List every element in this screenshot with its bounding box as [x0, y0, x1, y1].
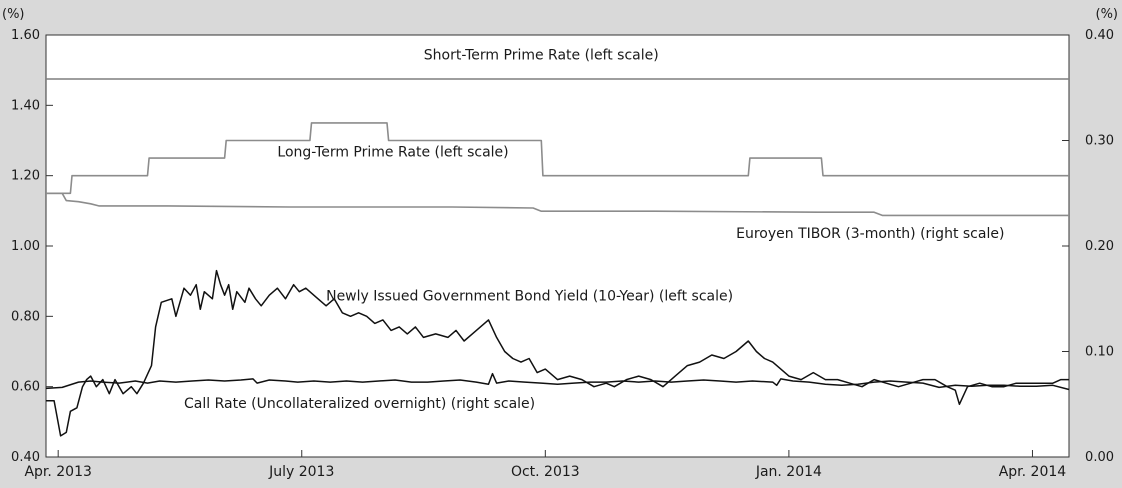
left-tick-label: 1.00 [11, 239, 40, 254]
left-tick-label: 1.60 [11, 28, 40, 43]
x-tick-label: Oct. 2013 [511, 464, 580, 480]
plot-area [45, 34, 1070, 458]
right-tick-label: 0.00 [1085, 450, 1114, 465]
x-axis: Apr. 2013 July 2013 Oct. 2013 Jan. 2014 Apr.… [24, 450, 1066, 480]
left-tick-label: 1.40 [11, 98, 40, 113]
series-layer [45, 78, 1070, 437]
right-tick-label: 0.20 [1085, 239, 1114, 254]
series-annotation-3: Newly Issued Government Bond Yield (10-Y… [326, 289, 733, 305]
series-annotation-1: Long-Term Prime Rate (left scale) [277, 144, 508, 160]
right-tick-label: 0.30 [1085, 134, 1114, 149]
series-annotation-0: Short-Term Prime Rate (left scale) [424, 48, 659, 64]
annotation-layer: Short-Term Prime Rate (left scale) Long-T… [184, 48, 1004, 412]
left-tick-label: 0.40 [11, 450, 40, 465]
right-axis-unit: (%) [1096, 7, 1119, 22]
x-tick-label: Apr. 2013 [24, 464, 91, 480]
series-annotation-4: Call Rate (Uncollateralized overnight) (… [184, 396, 535, 412]
right-tick-label: 0.40 [1085, 28, 1114, 43]
series-line-1 [46, 122, 1069, 195]
left-tick-label: 0.60 [11, 380, 40, 395]
series-line-2 [46, 192, 1069, 217]
series-annotation-2: Euroyen TIBOR (3-month) (right scale) [736, 226, 1004, 242]
right-axis: 0.00 0.10 0.20 0.30 0.40 [1062, 28, 1114, 465]
left-axis: 0.40 0.60 0.80 1.00 1.20 1.40 1.60 [11, 28, 53, 465]
x-tick-label: Jan. 2014 [755, 464, 822, 480]
left-axis-unit: (%) [2, 7, 25, 22]
left-tick-label: 1.20 [11, 169, 40, 184]
left-tick-label: 0.80 [11, 309, 40, 324]
x-tick-label: Apr. 2014 [999, 464, 1067, 480]
x-tick-label: July 2013 [268, 464, 334, 480]
right-tick-label: 0.10 [1085, 345, 1114, 360]
series-line-4 [45, 372, 1070, 391]
